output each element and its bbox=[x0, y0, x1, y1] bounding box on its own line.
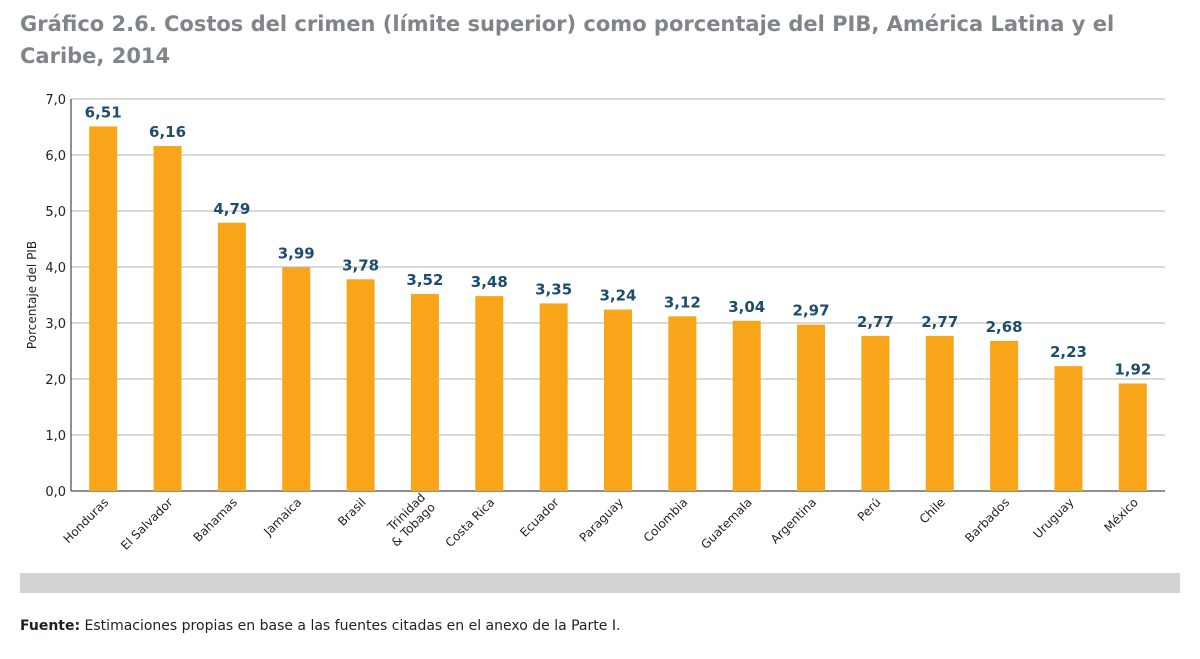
y-tick-label: 2,0 bbox=[45, 373, 66, 388]
bar bbox=[410, 293, 439, 491]
value-label: 2,23 bbox=[1050, 343, 1087, 361]
value-label: 2,68 bbox=[986, 318, 1023, 336]
x-tick-label-line: Barbados bbox=[962, 495, 1012, 545]
x-tick-label: Argentina bbox=[768, 495, 819, 546]
x-tick-label: Bahamas bbox=[191, 495, 240, 544]
value-label: 4,79 bbox=[213, 200, 250, 218]
source-label: Fuente: bbox=[20, 618, 81, 634]
x-tick-label-line: Ecuador bbox=[517, 495, 562, 540]
x-tick-label-line: Brasil bbox=[335, 495, 369, 529]
x-tick-label: Ecuador bbox=[517, 495, 562, 540]
bar bbox=[668, 316, 697, 491]
bar bbox=[346, 279, 375, 491]
value-label: 1,92 bbox=[1114, 360, 1151, 378]
value-label: 3,48 bbox=[471, 273, 508, 291]
y-tick-label: 5,0 bbox=[45, 205, 66, 220]
bar bbox=[797, 324, 826, 491]
x-tick-label: Jamaica bbox=[260, 495, 304, 539]
x-tick-label: Brasil bbox=[335, 495, 369, 529]
x-tick-label: México bbox=[1101, 495, 1141, 535]
y-axis-title: Porcentaje del PIB bbox=[25, 241, 39, 349]
x-tick-label: Costa Rica bbox=[443, 495, 498, 550]
y-tick-label: 3,0 bbox=[45, 317, 66, 332]
x-tick-label-line: Chile bbox=[917, 495, 948, 526]
value-label: 2,77 bbox=[857, 313, 894, 331]
value-label: 3,52 bbox=[406, 271, 443, 289]
x-tick-label-line: Colombia bbox=[641, 495, 691, 545]
value-label: 2,77 bbox=[921, 313, 958, 331]
x-tick-label: Perú bbox=[855, 495, 884, 524]
x-tick-label-line: Guatemala bbox=[698, 495, 755, 552]
y-tick-label: 1,0 bbox=[45, 429, 66, 444]
x-tick-label-line: Uruguay bbox=[1031, 495, 1077, 541]
chart-title: Gráfico 2.6. Costos del crimen (límite s… bbox=[20, 12, 1115, 68]
source-text: Estimaciones propias en base a las fuent… bbox=[80, 618, 621, 634]
value-label: 3,35 bbox=[535, 280, 572, 298]
bar bbox=[89, 126, 118, 491]
bar bbox=[925, 335, 954, 491]
x-tick-label-line: Bahamas bbox=[191, 495, 240, 544]
value-label: 2,97 bbox=[793, 302, 830, 320]
bar bbox=[153, 146, 182, 492]
y-tick-label: 7,0 bbox=[45, 93, 66, 108]
x-tick-label: Paraguay bbox=[577, 495, 627, 545]
x-tick-label-line: Perú bbox=[855, 495, 884, 524]
x-tick-label: Chile bbox=[917, 495, 948, 526]
bar bbox=[217, 222, 246, 491]
y-tick-label: 0,0 bbox=[45, 485, 66, 500]
value-label: 3,78 bbox=[342, 256, 379, 274]
x-tick-label: Barbados bbox=[962, 495, 1012, 545]
value-label: 3,12 bbox=[664, 293, 701, 311]
bar bbox=[732, 320, 761, 491]
y-tick-label: 6,0 bbox=[45, 149, 66, 164]
y-tick-label: 4,0 bbox=[45, 261, 66, 276]
x-tick-label-line: Honduras bbox=[61, 495, 112, 546]
bar bbox=[990, 340, 1019, 491]
value-label: 3,24 bbox=[599, 287, 636, 305]
x-tick-label: El Salvador bbox=[118, 495, 176, 553]
x-tick-label-line: El Salvador bbox=[118, 495, 176, 553]
x-tick-label-line: Paraguay bbox=[577, 495, 627, 545]
value-label: 3,99 bbox=[278, 245, 315, 263]
x-tick-label: Honduras bbox=[61, 495, 112, 546]
x-tick-label-line: Argentina bbox=[768, 495, 819, 546]
x-tick-label-line: Jamaica bbox=[260, 495, 304, 539]
bar bbox=[604, 309, 632, 491]
bar bbox=[861, 335, 890, 491]
x-tick-label-line: Costa Rica bbox=[443, 495, 498, 550]
source-note: Fuente: Estimaciones propias en base a l… bbox=[20, 618, 620, 634]
bar bbox=[539, 303, 568, 491]
x-tick-label: Uruguay bbox=[1031, 495, 1077, 541]
bar bbox=[282, 267, 311, 491]
value-label: 6,51 bbox=[85, 103, 122, 121]
value-label: 6,16 bbox=[149, 123, 186, 141]
x-tick-label: Guatemala bbox=[698, 495, 755, 552]
x-tick-label: Colombia bbox=[641, 495, 691, 545]
bar-chart: 0,0 1,0 2,0 3,0 4,0 5,0 6,0 7,0 Porcentaje del P… bbox=[25, 93, 1165, 553]
bar bbox=[475, 296, 504, 491]
bar bbox=[1118, 383, 1147, 491]
x-tick-label: Trinidad& Tobago bbox=[379, 490, 438, 549]
bar bbox=[1054, 366, 1083, 491]
value-label: 3,04 bbox=[728, 298, 765, 316]
x-tick-label-line: México bbox=[1101, 495, 1141, 535]
separator-band bbox=[20, 573, 1180, 593]
